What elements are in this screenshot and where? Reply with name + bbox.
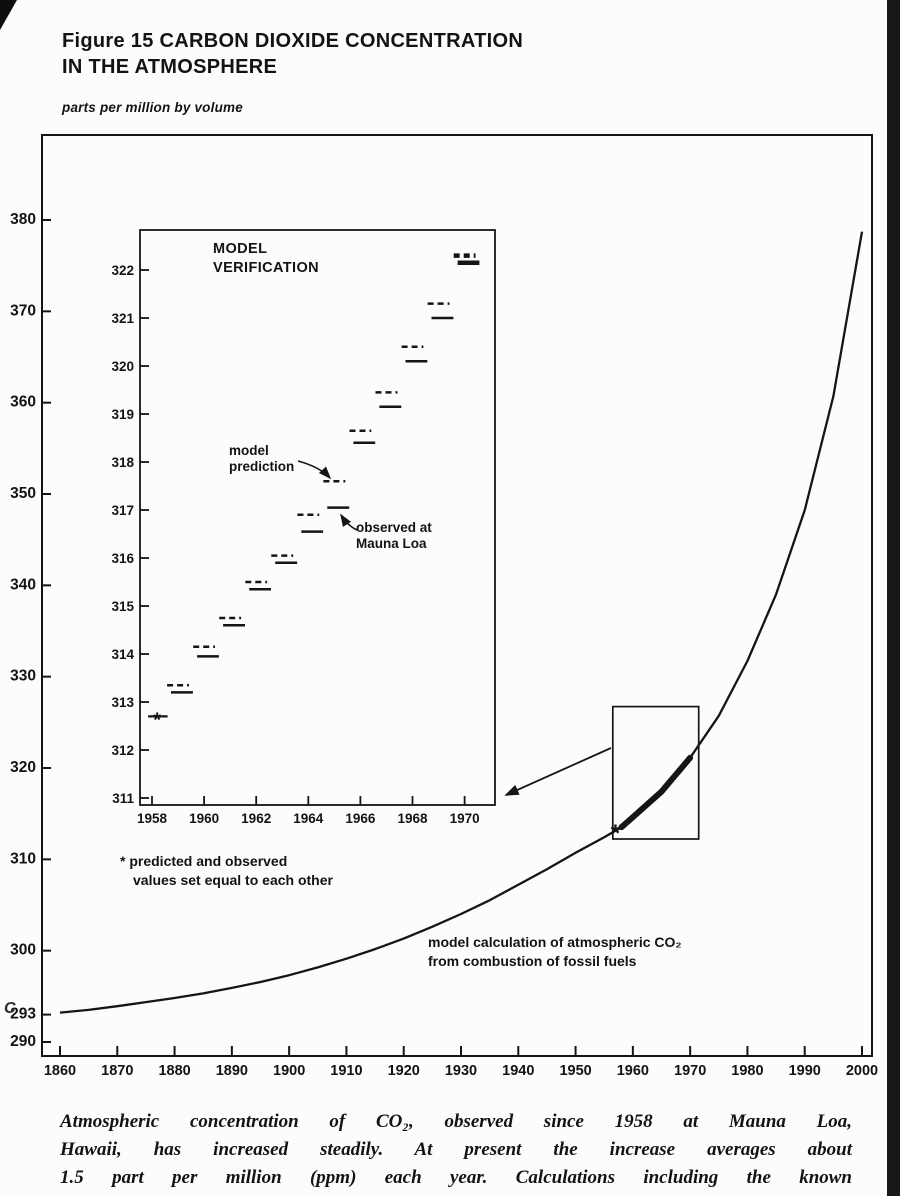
main-x-tick-label: 1920 [388, 1063, 420, 1079]
inset-y-tick-label: 311 [112, 791, 134, 806]
inset-y-tick-label: 322 [111, 263, 134, 278]
main-y-tick-label: 370 [10, 302, 36, 319]
inset-y-tick-label: 318 [111, 455, 134, 470]
main-x-tick-label: 1960 [617, 1063, 649, 1079]
main-x-tick-label: 1890 [216, 1063, 248, 1079]
inset-x-tick-label: 1962 [241, 811, 271, 826]
observed-arrow [340, 513, 358, 531]
figure-title: Figure 15 CARBON DIOXIDE CONCENTRATION I… [62, 28, 523, 80]
main-chart-frame [41, 134, 873, 1057]
inset-x-tick-label: 1966 [345, 811, 376, 826]
inset-y-tick-label: 312 [111, 743, 134, 758]
inset-y-tick-label: 319 [111, 407, 134, 422]
inset-footnote: * predicted and observed values set equa… [120, 853, 333, 888]
main-y-tick-label: 330 [10, 668, 36, 685]
inset-asterisk: * [153, 709, 161, 731]
inset-y-tick-label: 315 [111, 599, 134, 614]
inset-y-tick-label: 313 [111, 695, 134, 710]
main-x-tick-label: 1950 [559, 1063, 591, 1079]
model-calculation-annotation: model calculation of atmospheric CO₂ fro… [428, 934, 682, 969]
main-y-tick-label: 290 [10, 1033, 36, 1050]
inset-x-tick-label: 1964 [293, 811, 324, 826]
observed-at-mauna-loa-label: observed at Mauna Loa [356, 520, 432, 551]
main-y-tick-label: 360 [10, 394, 36, 411]
figure-caption: Atmospheric concentration of CO₂, observ… [60, 1108, 852, 1192]
main-x-tick-label: 1870 [101, 1063, 133, 1079]
main-x-tick-label: 1900 [273, 1063, 305, 1079]
main-y-tick-label: 310 [10, 850, 36, 867]
main-x-tick-label: 1880 [158, 1063, 190, 1079]
main-y-tick-label: 320 [10, 759, 36, 776]
scan-margin-artifact: C [4, 1000, 16, 1017]
inset-frame [139, 229, 496, 806]
inset-title-line1: MODEL [213, 241, 268, 257]
model-prediction-label: model prediction [229, 443, 295, 474]
inset-x-tick-label: 1960 [189, 811, 219, 826]
caption-line-2: Hawaii, has increased steadily. At prese… [60, 1139, 852, 1160]
inset-y-tick-label: 320 [111, 359, 134, 374]
y-axis-units-label: parts per million by volume [62, 100, 243, 115]
inset-title-line2: VERIFICATION [213, 260, 320, 276]
inset-connector-arrow [504, 747, 612, 796]
main-x-tick-label: 1980 [731, 1063, 763, 1079]
model-calculation-curve [59, 231, 864, 1014]
inset-y-tick-label: 317 [111, 503, 134, 518]
main-y-tick-label: 380 [10, 211, 36, 228]
magnified-region-box [611, 705, 700, 840]
inset-chart-title: MODEL VERIFICATION [213, 240, 319, 278]
main-y-tick-label: 350 [10, 485, 36, 502]
main-x-tick-label: 2000 [846, 1063, 878, 1079]
main-y-tick-label: 340 [10, 576, 36, 593]
caption-line-1: Atmospheric concentration of CO₂, observ… [60, 1111, 852, 1132]
model-prediction-arrow [297, 460, 332, 480]
main-x-tick-label: 1940 [502, 1063, 534, 1079]
inset-x-tick-label: 1968 [397, 811, 428, 826]
scan-edge-strip [887, 0, 900, 1196]
inset-y-tick-label: 316 [111, 551, 134, 566]
inset-y-tick-label: 314 [111, 647, 134, 662]
main-x-tick-label: 1910 [330, 1063, 362, 1079]
main-x-tick-label: 1990 [789, 1063, 821, 1079]
inset-x-tick-label: 1970 [450, 811, 480, 826]
main-x-tick-label: 1930 [445, 1063, 477, 1079]
main-x-tick-label: 1860 [44, 1063, 76, 1079]
observed-data-overlay [618, 754, 694, 831]
inset-y-tick-label: 321 [111, 311, 134, 326]
main-y-tick-label: 300 [10, 942, 36, 959]
figure-title-line1: Figure 15 CARBON DIOXIDE CONCENTRATION [62, 30, 524, 52]
main-y-tick-label: 293 [10, 1006, 36, 1023]
caption-line-3: 1.5 part per million (ppm) each year. Ca… [60, 1167, 852, 1188]
main-asterisk: * [611, 820, 621, 847]
inset-x-tick-label: 1958 [137, 811, 168, 826]
figure-title-line2: IN THE ATMOSPHERE [62, 56, 278, 78]
main-x-tick-label: 1970 [674, 1063, 706, 1079]
